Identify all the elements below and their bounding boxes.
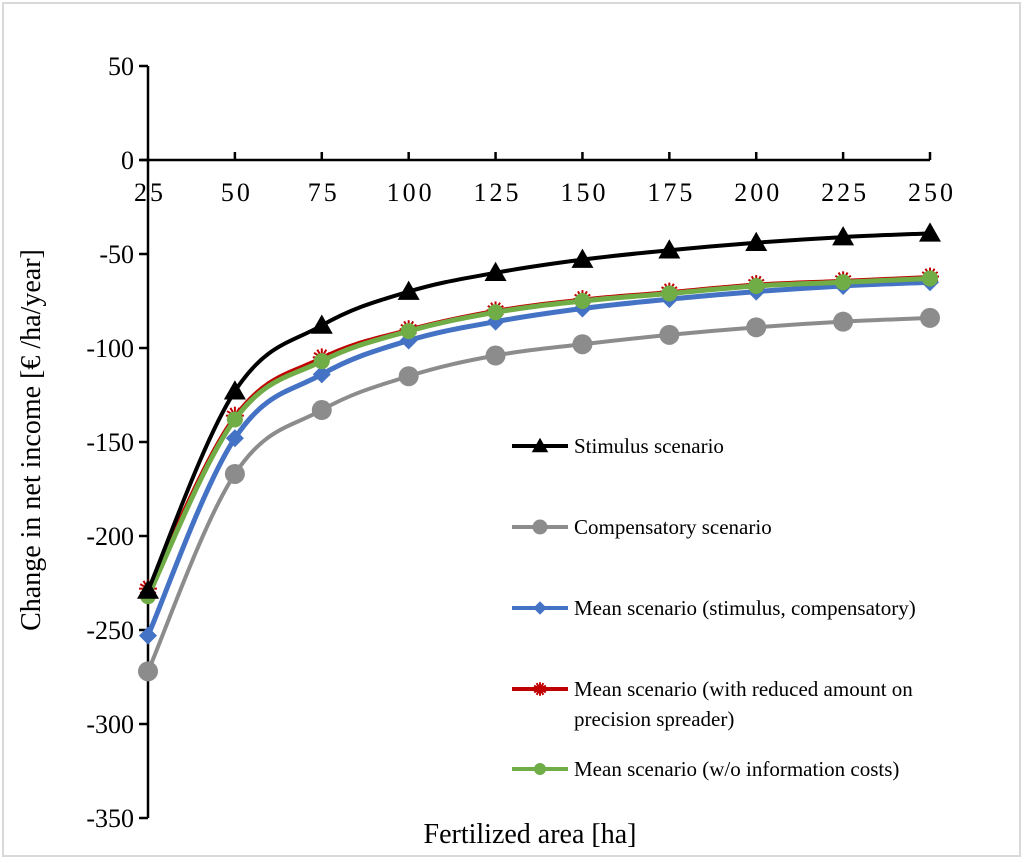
- data-point: [139, 626, 157, 645]
- series-line: [146, 231, 932, 593]
- y-tick-label: -50: [99, 240, 134, 269]
- x-axis-title: Fertilized area [ha]: [424, 819, 637, 850]
- series-4: [140, 270, 938, 605]
- data-point: [310, 314, 333, 334]
- x-tick-label: 25: [134, 178, 166, 207]
- legend-label: Compensatory scenario: [574, 515, 772, 539]
- series-line: [145, 279, 933, 639]
- y-axis-title: Change in net income [€ /ha/year]: [16, 249, 47, 631]
- data-point: [138, 661, 158, 682]
- x-tick-label: 50: [221, 178, 253, 207]
- data-point: [400, 323, 417, 340]
- data-point: [659, 324, 680, 345]
- data-point: [571, 248, 594, 268]
- x-tick-label: 250: [908, 178, 956, 207]
- legend-label: precision spreader): [574, 707, 734, 731]
- data-point: [311, 400, 332, 421]
- data-point: [745, 231, 768, 251]
- data-point: [224, 463, 245, 484]
- data-point: [397, 280, 420, 300]
- legend-item: Mean scenario (stimulus, compensatory): [512, 596, 916, 620]
- x-tick-label: 200: [734, 178, 782, 207]
- legend-label: Mean scenario (w/o information costs): [574, 757, 899, 781]
- star-marker-stroke: [533, 684, 547, 694]
- y-tick-label: -150: [86, 428, 134, 457]
- data-point: [313, 353, 330, 370]
- series-line: [145, 275, 933, 599]
- data-point: [658, 239, 681, 259]
- data-point: [485, 345, 506, 366]
- y-tick-label: 50: [108, 52, 134, 81]
- legend-item: Stimulus scenario: [512, 434, 724, 458]
- data-point: [572, 334, 593, 355]
- y-tick-label: 0: [121, 146, 134, 175]
- x-tick-label: 225: [821, 178, 869, 207]
- legend-label: Stimulus scenario: [574, 434, 724, 458]
- legend-marker: [533, 682, 547, 696]
- data-point: [225, 429, 244, 448]
- data-point: [484, 261, 507, 282]
- x-tick-label: 125: [474, 178, 522, 207]
- data-point: [398, 366, 419, 387]
- data-point: [223, 380, 246, 400]
- x-tick-label: 175: [647, 178, 695, 207]
- legend-item: Compensatory scenario: [512, 515, 772, 539]
- data-point: [832, 226, 855, 246]
- series-1: [138, 307, 940, 682]
- data-point: [922, 270, 938, 287]
- legend-marker: [534, 763, 546, 775]
- data-point: [919, 222, 941, 242]
- series-layer: [137, 222, 941, 682]
- data-point: [661, 285, 678, 302]
- series-0: [137, 222, 941, 599]
- data-point: [833, 311, 854, 332]
- data-point: [746, 317, 767, 338]
- axes: 50 0 -50 -100 -150 -200 -250 -300 -350 25 50 75 100 1…: [86, 52, 956, 833]
- x-tick-label: 75: [308, 178, 340, 207]
- x-tick-label: 100: [387, 178, 435, 207]
- data-point: [487, 304, 504, 321]
- legend-item: Mean scenario (w/o information costs): [512, 757, 899, 781]
- y-tick-label: -200: [86, 522, 134, 551]
- data-point: [137, 579, 159, 599]
- series-2: [139, 273, 939, 645]
- data-point: [312, 365, 331, 384]
- x-tick-label: 150: [560, 178, 608, 207]
- legend-label: Mean scenario (stimulus, compensatory): [574, 596, 916, 620]
- legend-label: Mean scenario (with reduced amount on: [574, 677, 913, 701]
- y-tick-label: -350: [86, 804, 134, 833]
- legend-marker: [531, 437, 549, 453]
- y-tick-label: -300: [86, 710, 134, 739]
- legend-item: Mean scenario (with reduced amount on pre…: [512, 677, 913, 731]
- data-point: [226, 411, 243, 428]
- data-point: [574, 293, 591, 309]
- legend-marker: [533, 601, 547, 615]
- data-point: [748, 277, 765, 294]
- series-3: [139, 267, 939, 598]
- data-point: [835, 274, 852, 291]
- legend-marker: [532, 519, 548, 535]
- series-line: [146, 315, 932, 674]
- data-point: [920, 307, 940, 328]
- y-tick-label: -100: [86, 334, 134, 363]
- y-tick-label: -250: [86, 616, 134, 645]
- legend: Stimulus scenario Compensatory scenario Me…: [512, 434, 916, 781]
